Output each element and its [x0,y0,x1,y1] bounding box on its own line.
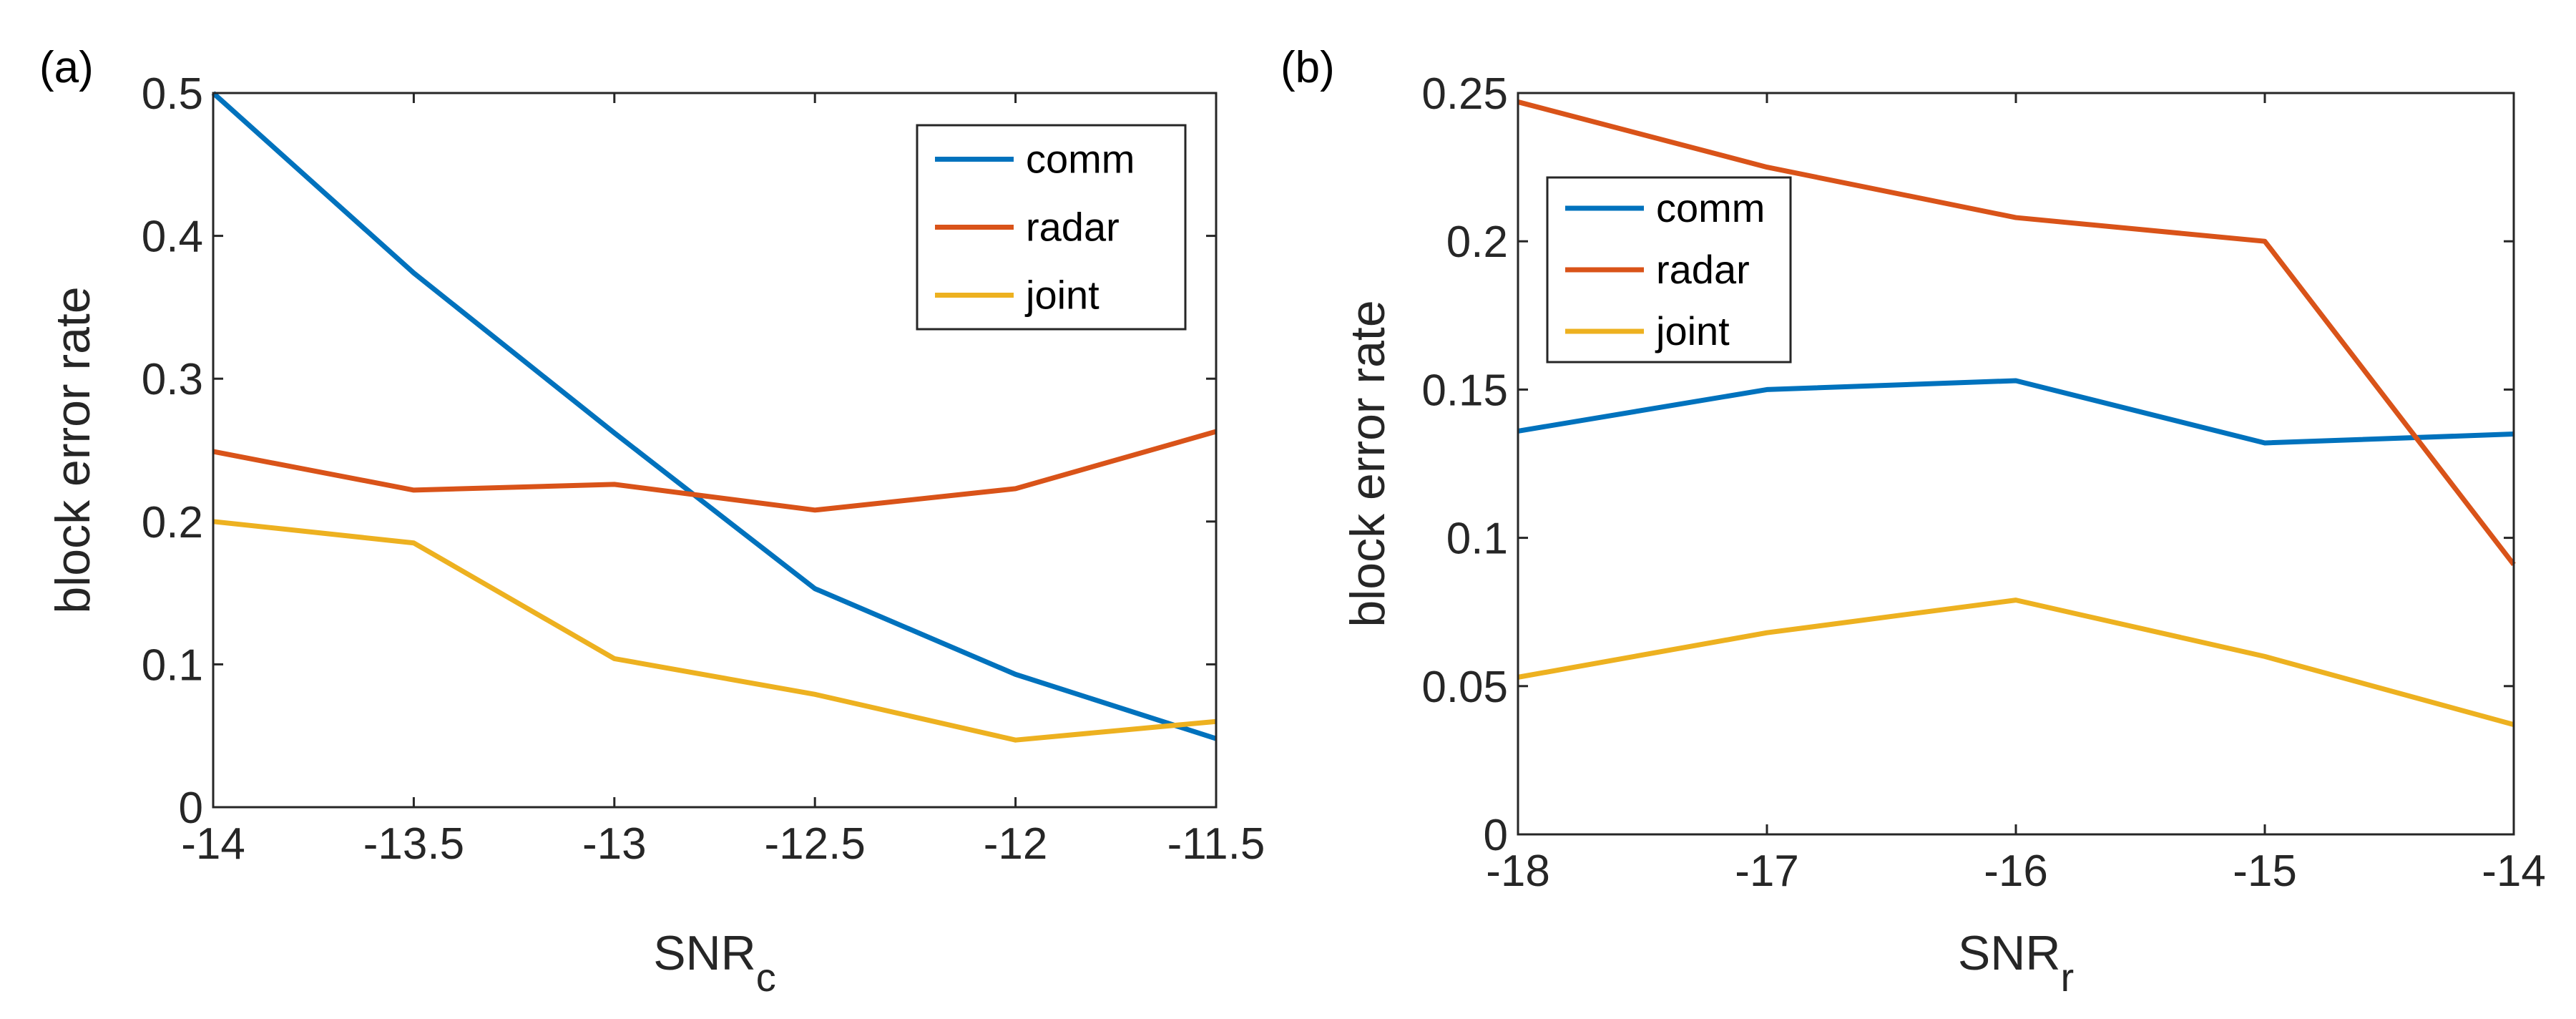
y-tick-label-b: 0.15 [1421,366,1508,415]
y-tick-label-b: 0 [1484,811,1508,860]
x-axis-label-sub-a: c [756,955,776,1000]
x-tick-label-b: -17 [1735,847,1799,896]
x-tick-label-b: -16 [1984,847,2048,896]
y-tick-label-a: 0.3 [142,355,203,404]
chart-panel-b: (b) -18 -17 -16 -15 -14 0 0.05 0.1 0.15 0.2 0.25 bl… [1280,43,2546,1000]
chart-panel-a: (a) -14 -13.5 -13 -12.5 -12 -11.5 0 0.1 0.2 0.3 0.… [39,43,1265,1000]
x-tick-label-a: -11.5 [1167,819,1265,869]
y-tick-label-a: 0.1 [142,640,203,690]
y-tick-label-b: 0.2 [1446,218,1508,267]
x-tick-label-a: -12.5 [765,819,866,869]
axes-frame-a [212,92,1218,809]
y-tick-label-a: 0 [179,784,203,833]
x-tick-label-a: -14 [181,819,245,869]
panel-label-b: (b) [1280,43,1335,92]
legend-b: comm radar joint [1546,176,1792,364]
y-tick-label-a: 0.4 [142,213,203,262]
series-line-radar-b [1517,99,2516,567]
y-tick-label-a: 0.2 [142,498,203,547]
series-line-comm-a [211,91,1218,741]
legend-label-comm-b: comm [1656,185,1765,230]
y-tick-label-b: 0.05 [1421,663,1508,712]
x-tick-label-b: -14 [2482,847,2546,896]
x-axis-label-main-b: SNR [1958,926,2061,980]
x-axis-label-a: SNRc [653,926,776,1000]
y-axis-label-a: block error rate [46,286,100,613]
x-tick-label-a: -13 [582,819,647,869]
y-tick-label-b: 0.1 [1446,515,1508,564]
axes-frame-b [1517,92,2515,836]
x-axis-label-sub-b: r [2060,955,2074,1000]
legend-label-radar-a: radar [1026,205,1120,250]
y-axis-label-b: block error rate [1341,300,1395,627]
legend-label-radar-b: radar [1656,247,1750,292]
series-line-joint-a [212,519,1217,743]
legend-a: comm radar joint [916,124,1187,331]
x-tick-label-b: -18 [1486,847,1550,896]
series-line-comm-b [1517,378,2514,446]
legend-label-comm-a: comm [1026,137,1135,182]
y-tick-label-a: 0.5 [142,69,203,119]
series-line-radar-a [212,429,1217,513]
x-tick-label-a: -12 [984,819,1048,869]
legend-label-joint-b: joint [1655,308,1730,354]
y-tick-label-b: 0.25 [1421,69,1508,119]
legend-label-joint-a: joint [1024,273,1100,318]
x-axis-label-b: SNRr [1958,926,2074,1000]
x-tick-label-a: -13.5 [363,819,464,869]
x-axis-label-main-a: SNR [653,926,756,980]
panel-label-a: (a) [39,43,94,92]
series-line-joint-b [1517,598,2514,728]
x-tick-label-b: -15 [2233,847,2297,896]
